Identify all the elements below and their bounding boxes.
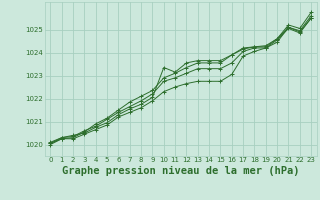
X-axis label: Graphe pression niveau de la mer (hPa): Graphe pression niveau de la mer (hPa) (62, 166, 300, 176)
